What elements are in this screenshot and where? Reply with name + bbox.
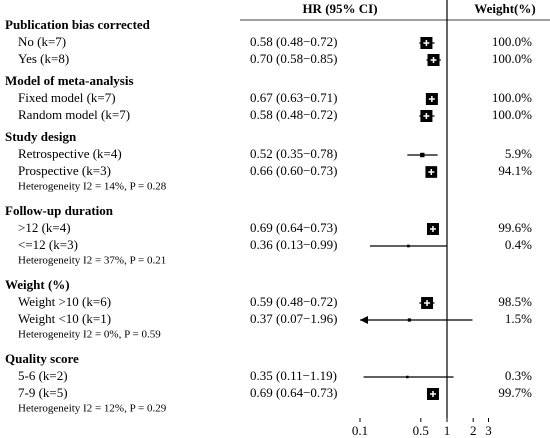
estimate-cross [428, 96, 435, 102]
hr-header: HR (95% CI) [302, 1, 377, 16]
weight-label: 5.9% [505, 146, 532, 161]
row-label: >12 (k=4) [18, 220, 71, 235]
row-label: Retrospective (k=4) [18, 146, 122, 161]
hr-label: 0.36 (0.13−0.99) [250, 237, 338, 252]
hr-label: 0.58 (0.48−0.72) [250, 34, 338, 49]
group-title: Publication bias corrected [5, 17, 151, 32]
point-estimate [406, 375, 409, 379]
heterogeneity: Heterogeneity I2 = 0%, P = 0.59 [18, 329, 161, 341]
estimate-cross [423, 40, 430, 46]
x-tick-label: 2 [470, 423, 477, 438]
row-label: 7-9 (k=5) [18, 385, 68, 400]
weight-label: 0.3% [505, 368, 532, 383]
estimate-cross [430, 57, 437, 63]
hr-label: 0.67 (0.63−0.71) [250, 90, 338, 105]
weight-header: Weight(%) [474, 1, 535, 16]
row-label: Weight >10 (k=6) [18, 294, 111, 309]
x-tick-label: 3 [485, 423, 492, 438]
hr-label: 0.37 (0.07−1.96) [250, 311, 338, 326]
estimate-cross [429, 391, 436, 397]
hr-label: 0.66 (0.60−0.73) [250, 163, 338, 178]
estimate-cross [423, 113, 430, 119]
heterogeneity: Heterogeneity I2 = 12%, P = 0.29 [18, 403, 167, 415]
row-label: Yes (k=8) [18, 51, 69, 66]
row-label: No (k=7) [18, 34, 66, 49]
hr-label: 0.59 (0.48−0.72) [250, 294, 338, 309]
estimate-cross [424, 300, 431, 306]
weight-label: 100.0% [492, 107, 532, 122]
point-estimate [407, 244, 410, 248]
row-label: Prospective (k=3) [18, 163, 111, 178]
x-tick-label: 1 [444, 423, 451, 438]
weight-label: 99.7% [498, 385, 532, 400]
weight-label: 100.0% [492, 90, 532, 105]
hr-label: 0.69 (0.64−0.73) [250, 385, 338, 400]
weight-label: 99.6% [498, 220, 532, 235]
group-title: Study design [5, 129, 77, 144]
hr-label: 0.52 (0.35−0.78) [250, 146, 338, 161]
row-label: Random model (k=7) [18, 107, 130, 122]
group-title: Quality score [5, 351, 79, 366]
ci-arrow [360, 316, 368, 324]
x-tick-label: 0.5 [413, 423, 429, 438]
group-title: Model of meta-analysis [5, 73, 134, 88]
weight-label: 0.4% [505, 237, 532, 252]
row-label: Weight <10 (k=1) [18, 311, 111, 326]
weight-label: 94.1% [498, 163, 532, 178]
heterogeneity: Heterogeneity I2 = 14%, P = 0.28 [18, 181, 167, 193]
hr-label: 0.69 (0.64−0.73) [250, 220, 338, 235]
weight-label: 100.0% [492, 51, 532, 66]
weight-label: 98.5% [498, 294, 532, 309]
heterogeneity: Heterogeneity I2 = 37%, P = 0.21 [18, 255, 166, 267]
row-label: <=12 (k=3) [18, 237, 78, 252]
weight-label: 100.0% [492, 34, 532, 49]
group-title: Follow-up duration [5, 203, 114, 218]
row-label: Fixed model (k=7) [18, 90, 116, 105]
x-tick-label: 0.1 [352, 423, 368, 438]
point-estimate [420, 152, 425, 158]
hr-label: 0.70 (0.58−0.85) [250, 51, 338, 66]
hr-label: 0.35 (0.11−1.19) [250, 368, 337, 383]
weight-label: 1.5% [505, 311, 532, 326]
estimate-cross [428, 169, 435, 175]
group-title: Weight (%) [5, 277, 70, 292]
point-estimate [407, 318, 412, 322]
hr-label: 0.58 (0.48−0.72) [250, 107, 338, 122]
estimate-cross [429, 226, 436, 232]
row-label: 5-6 (k=2) [18, 368, 68, 383]
